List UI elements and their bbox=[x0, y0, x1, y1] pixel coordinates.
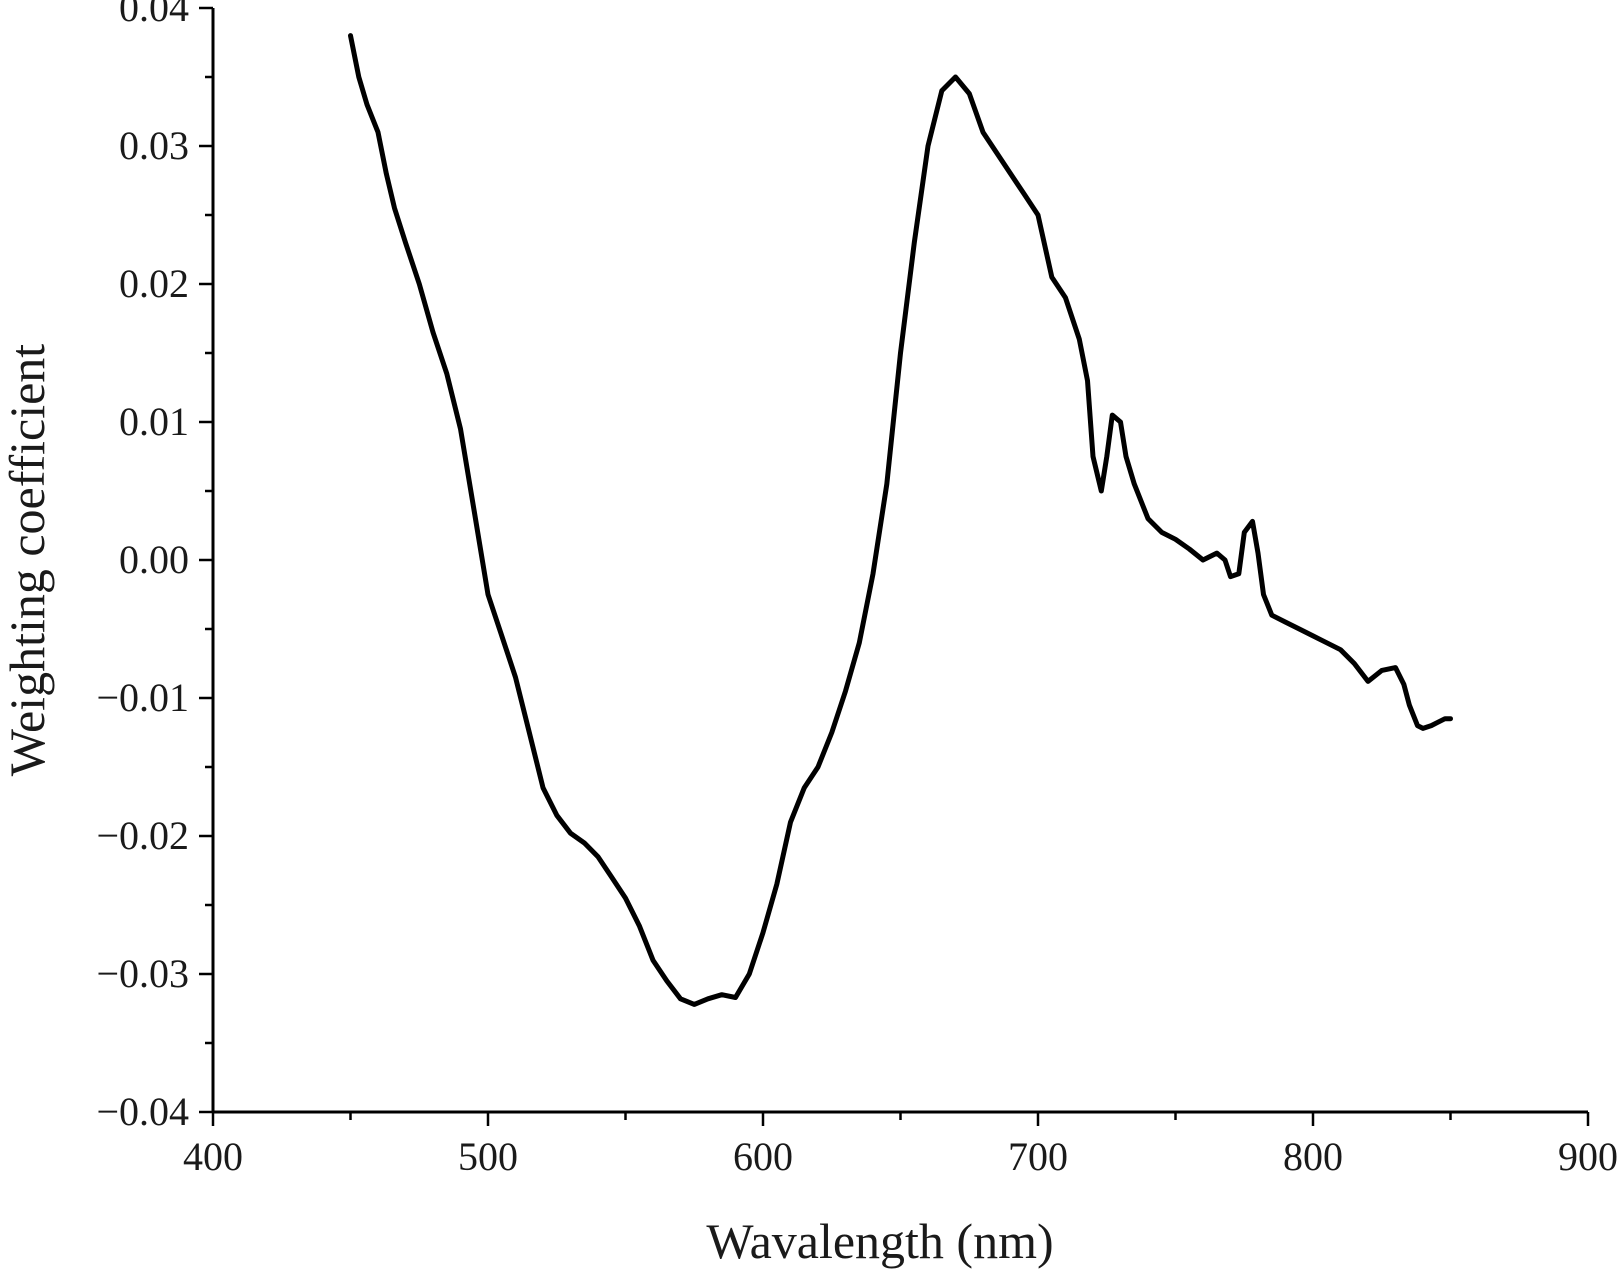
tick-labels: 400 500 600 700 800 900 −0.04 −0.03 −0.02 −0.01 0.… bbox=[96, 0, 1618, 1179]
y-tick-label: −0.04 bbox=[96, 1089, 189, 1134]
x-tick-label: 700 bbox=[1008, 1134, 1068, 1179]
y-tick-label: −0.03 bbox=[96, 951, 189, 996]
axes bbox=[211, 8, 1588, 1114]
x-tick-label: 500 bbox=[458, 1134, 518, 1179]
x-tick-label: 600 bbox=[733, 1134, 793, 1179]
x-tick-label: 400 bbox=[183, 1134, 243, 1179]
y-tick-label: 0.01 bbox=[119, 399, 189, 444]
y-tick-label: 0.03 bbox=[119, 123, 189, 168]
x-tick-label: 900 bbox=[1558, 1134, 1618, 1179]
y-tick-label: −0.02 bbox=[96, 813, 189, 858]
series-line bbox=[348, 33, 1453, 1007]
x-tick-label: 800 bbox=[1283, 1134, 1343, 1179]
y-tick-label: 0.02 bbox=[119, 261, 189, 306]
y-tick-label: 0.00 bbox=[119, 537, 189, 582]
series-layer bbox=[348, 33, 1453, 1007]
y-tick-label: −0.01 bbox=[96, 675, 189, 720]
ticks bbox=[199, 6, 1590, 1126]
x-axis-title: Wavalength (nm) bbox=[706, 1213, 1053, 1269]
y-axis-title: Weighting coefficient bbox=[0, 344, 55, 777]
y-tick-label: 0.04 bbox=[119, 0, 189, 30]
